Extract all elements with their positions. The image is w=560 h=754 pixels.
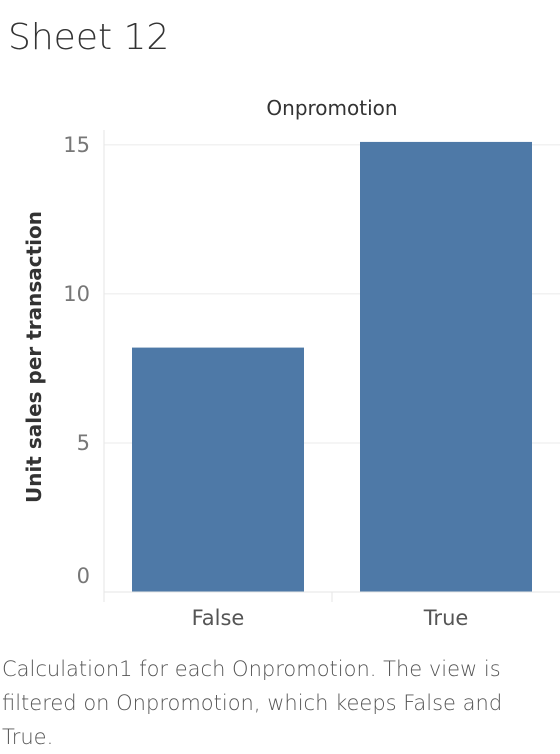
y-axis-title: Unit sales per transaction bbox=[22, 211, 46, 503]
bar-chart: 0 5 10 15 False True Onpromotion Unit sales … bbox=[22, 96, 560, 630]
column-header: Onpromotion bbox=[266, 96, 397, 120]
y-tick-label: 15 bbox=[63, 133, 90, 157]
y-tick-label: 0 bbox=[77, 564, 90, 588]
y-axis: 0 5 10 15 bbox=[63, 130, 105, 592]
y-tick-label: 10 bbox=[63, 282, 90, 306]
bar-true[interactable] bbox=[360, 141, 532, 592]
x-tick-label: True bbox=[423, 606, 469, 630]
bars bbox=[132, 141, 532, 592]
sheet-title: Sheet 12 bbox=[8, 17, 170, 58]
y-tick-label: 5 bbox=[77, 431, 90, 455]
x-tick-label: False bbox=[192, 606, 245, 630]
caption: Calculation1 for each Onpromotion. The v… bbox=[2, 657, 503, 749]
bar-false[interactable] bbox=[132, 347, 304, 592]
x-axis: False True bbox=[103, 591, 560, 630]
